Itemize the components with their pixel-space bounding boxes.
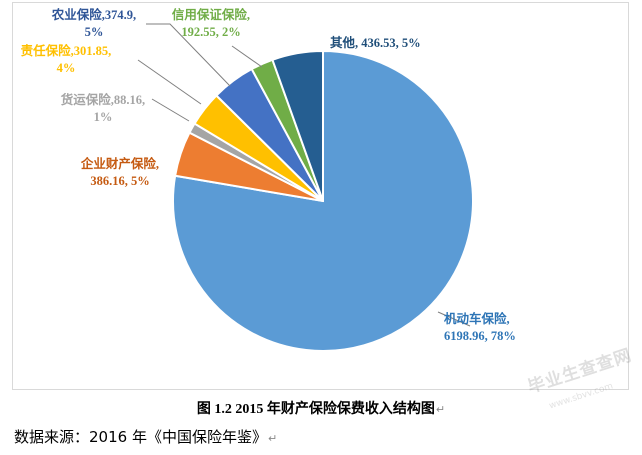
slice-label: 信用保证保险, (172, 7, 250, 22)
slice-value-label: 192.55, 2% (181, 25, 240, 39)
slice-label: 机动车保险, (444, 311, 510, 326)
slice-value-label: 1% (94, 110, 113, 124)
source-text: 数据来源：2016 年《中国保险年鉴》 (14, 428, 267, 446)
slice-value-label: 4% (57, 61, 76, 75)
figure-caption: 图 1.2 2015 年财产保险保费收入结构图↵ (0, 398, 642, 418)
data-source-note: 数据来源：2016 年《中国保险年鉴》↵ (14, 426, 277, 447)
leader-line (231, 45, 263, 68)
slice-value-label: 386.16, 5% (90, 174, 149, 188)
caption-text: 图 1.2 2015 年财产保险保费收入结构图 (196, 402, 435, 417)
slice-label: 农业保险,374.9, (51, 7, 136, 22)
slice-label: 其他, 436.53, 5% (330, 35, 421, 50)
slice-value-label: 6198.96, 78% (444, 329, 516, 343)
leader-line (137, 59, 202, 105)
leader-line (151, 98, 190, 122)
paragraph-mark-icon: ↵ (435, 403, 446, 416)
pie-slice (271, 49, 324, 202)
slice-label: 企业财产保险, (80, 156, 159, 171)
slice-label: 货运保险,88.16, (61, 92, 145, 107)
leader-line (146, 23, 231, 87)
paragraph-mark-icon: ↵ (267, 432, 278, 445)
slice-value-label: 5% (85, 25, 104, 39)
leader-line (437, 311, 471, 327)
slice-label: 责任保险,301.85, (21, 43, 112, 58)
